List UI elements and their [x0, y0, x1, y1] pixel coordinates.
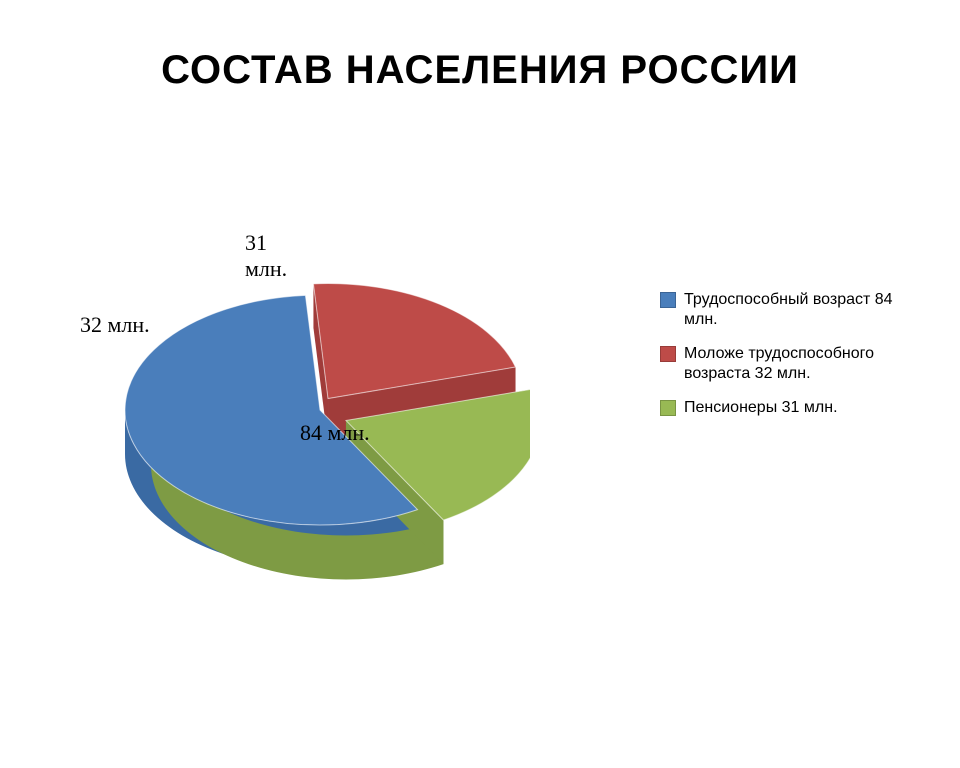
legend-swatch: [660, 346, 676, 362]
slice-label-pensioners: 31 млн.: [245, 230, 287, 282]
legend: Трудоспособный возраст 84 млн. Моложе тр…: [660, 290, 920, 432]
legend-swatch: [660, 400, 676, 416]
slice-label-working-age: 84 млн.: [300, 420, 370, 446]
legend-text: Пенсионеры 31 млн.: [684, 398, 838, 418]
legend-swatch: [660, 292, 676, 308]
legend-item: Моложе трудоспособного возраста 32 млн.: [660, 344, 920, 384]
slice-label-below-working-age: 32 млн.: [80, 312, 150, 338]
legend-text: Трудоспособный возраст 84 млн.: [684, 290, 920, 330]
legend-item: Пенсионеры 31 млн.: [660, 398, 920, 418]
page-title: СОСТАВ НАСЕЛЕНИЯ РОССИИ: [0, 48, 960, 93]
legend-item: Трудоспособный возраст 84 млн.: [660, 290, 920, 330]
chart-stage: 84 млн. 32 млн. 31 млн. Трудоспособный в…: [0, 120, 960, 660]
pie-chart: 84 млн. 32 млн. 31 млн.: [110, 240, 530, 600]
legend-text: Моложе трудоспособного возраста 32 млн.: [684, 344, 920, 384]
